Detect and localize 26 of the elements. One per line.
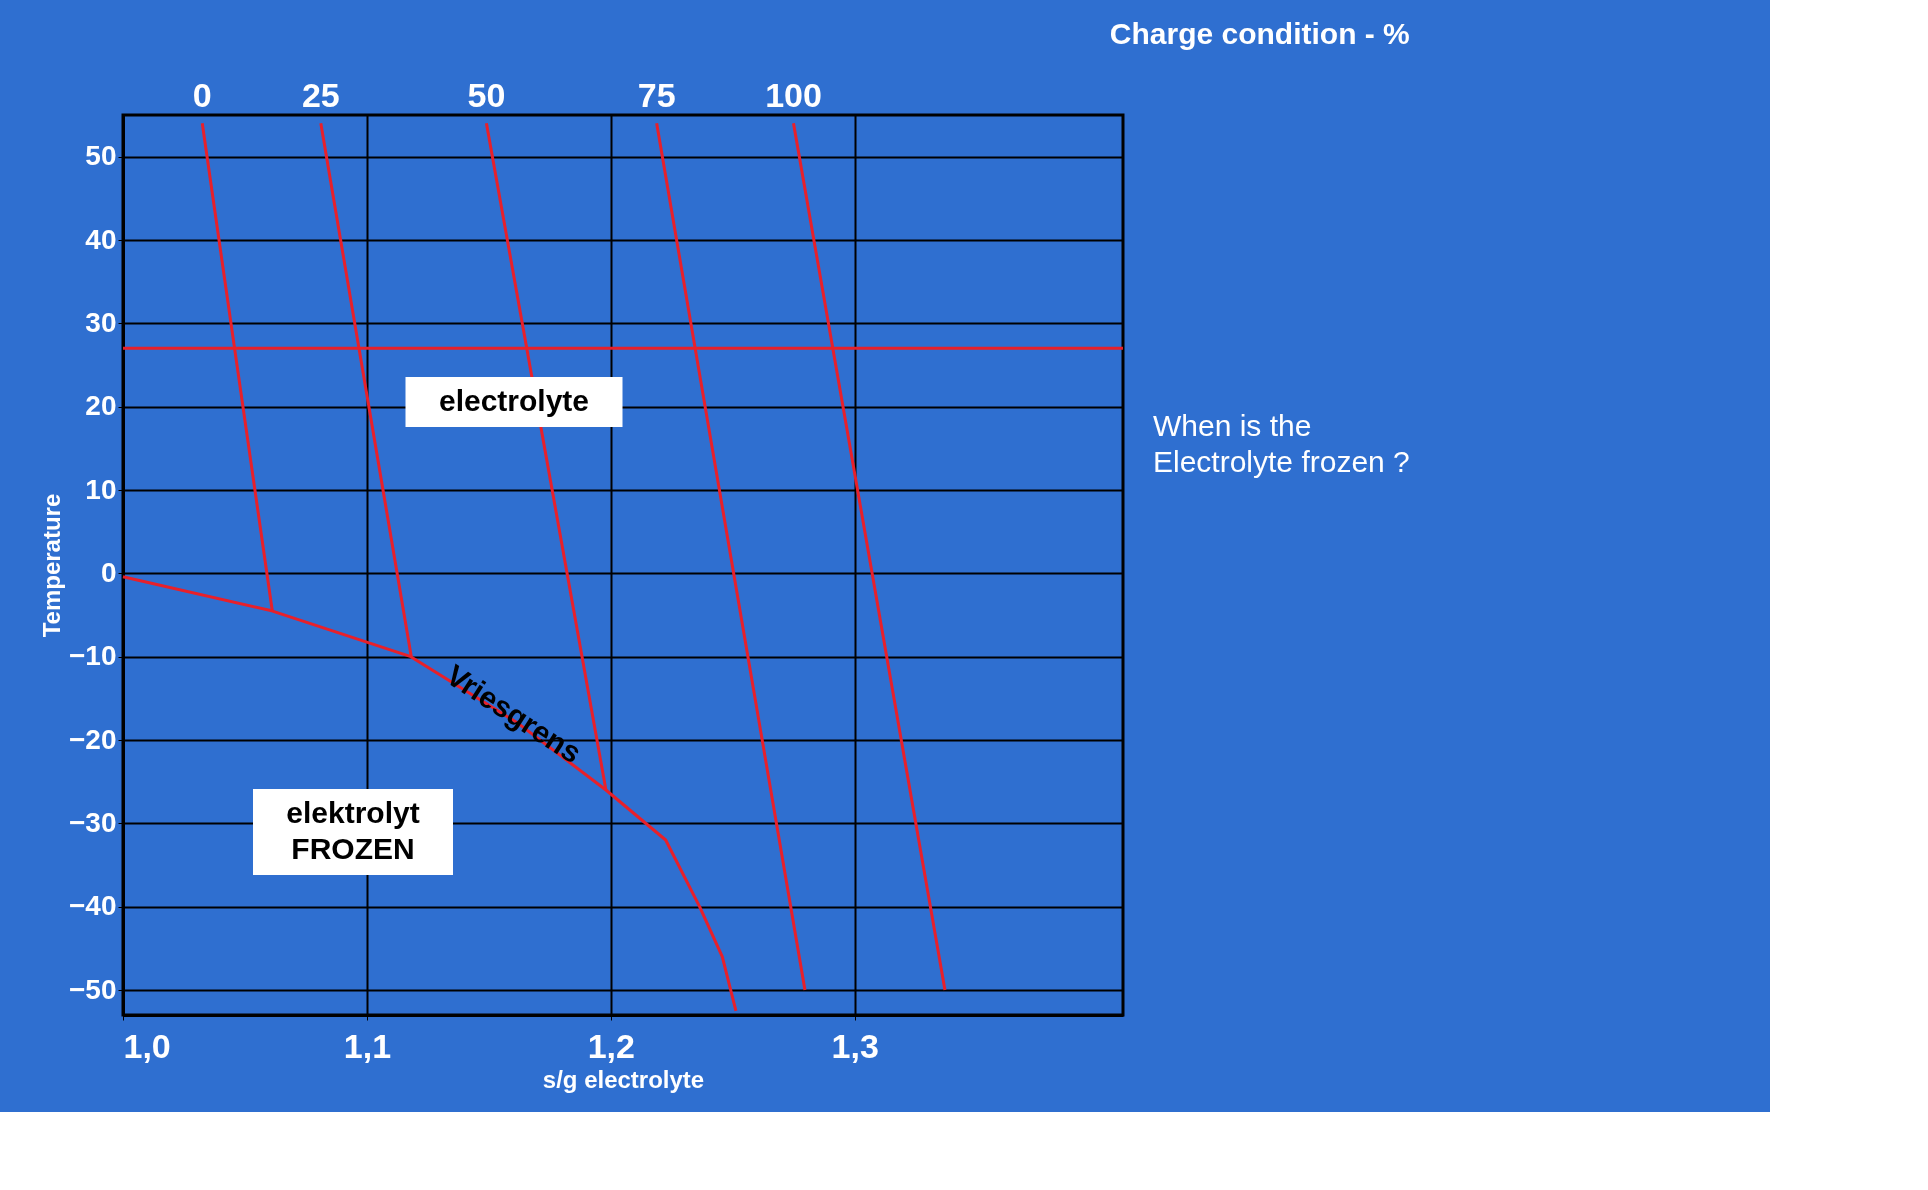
annotation: electrolyte (438, 384, 590, 417)
series-label: 100 (765, 76, 822, 115)
x-axis-title: s/g electrolyte (542, 1065, 705, 1093)
series-label: 0 (192, 76, 212, 115)
y-tick-label: −40 (69, 890, 117, 922)
y-tick-label: −30 (69, 806, 117, 838)
y-tick-label: −10 (69, 640, 117, 672)
x-tick-label: 1,1 (343, 1026, 392, 1065)
series-label: 50 (467, 76, 506, 115)
y-tick-label: −20 (69, 723, 117, 755)
y-tick-label: −50 (69, 973, 117, 1005)
text: When is the Electrolyte frozen ? (1153, 409, 1410, 478)
y-tick-label: 40 (85, 223, 117, 255)
y-tick-label: 10 (85, 473, 117, 505)
y-tick-label: 50 (85, 140, 117, 172)
y-tick-label: 30 (85, 306, 117, 338)
y-tick-label: 0 (100, 556, 117, 588)
annotation: elektrolyt FROZEN (286, 796, 420, 865)
x-tick-label: 1,0 (123, 1026, 171, 1065)
text: Charge condition - % (1109, 17, 1410, 51)
series-label: 25 (301, 76, 340, 115)
series-label: 75 (637, 76, 676, 115)
x-tick-label: 1,3 (831, 1026, 879, 1065)
y-axis-title: Temperature (38, 493, 65, 638)
x-tick-label: 1,2 (587, 1026, 635, 1065)
y-tick-label: 20 (85, 390, 117, 422)
